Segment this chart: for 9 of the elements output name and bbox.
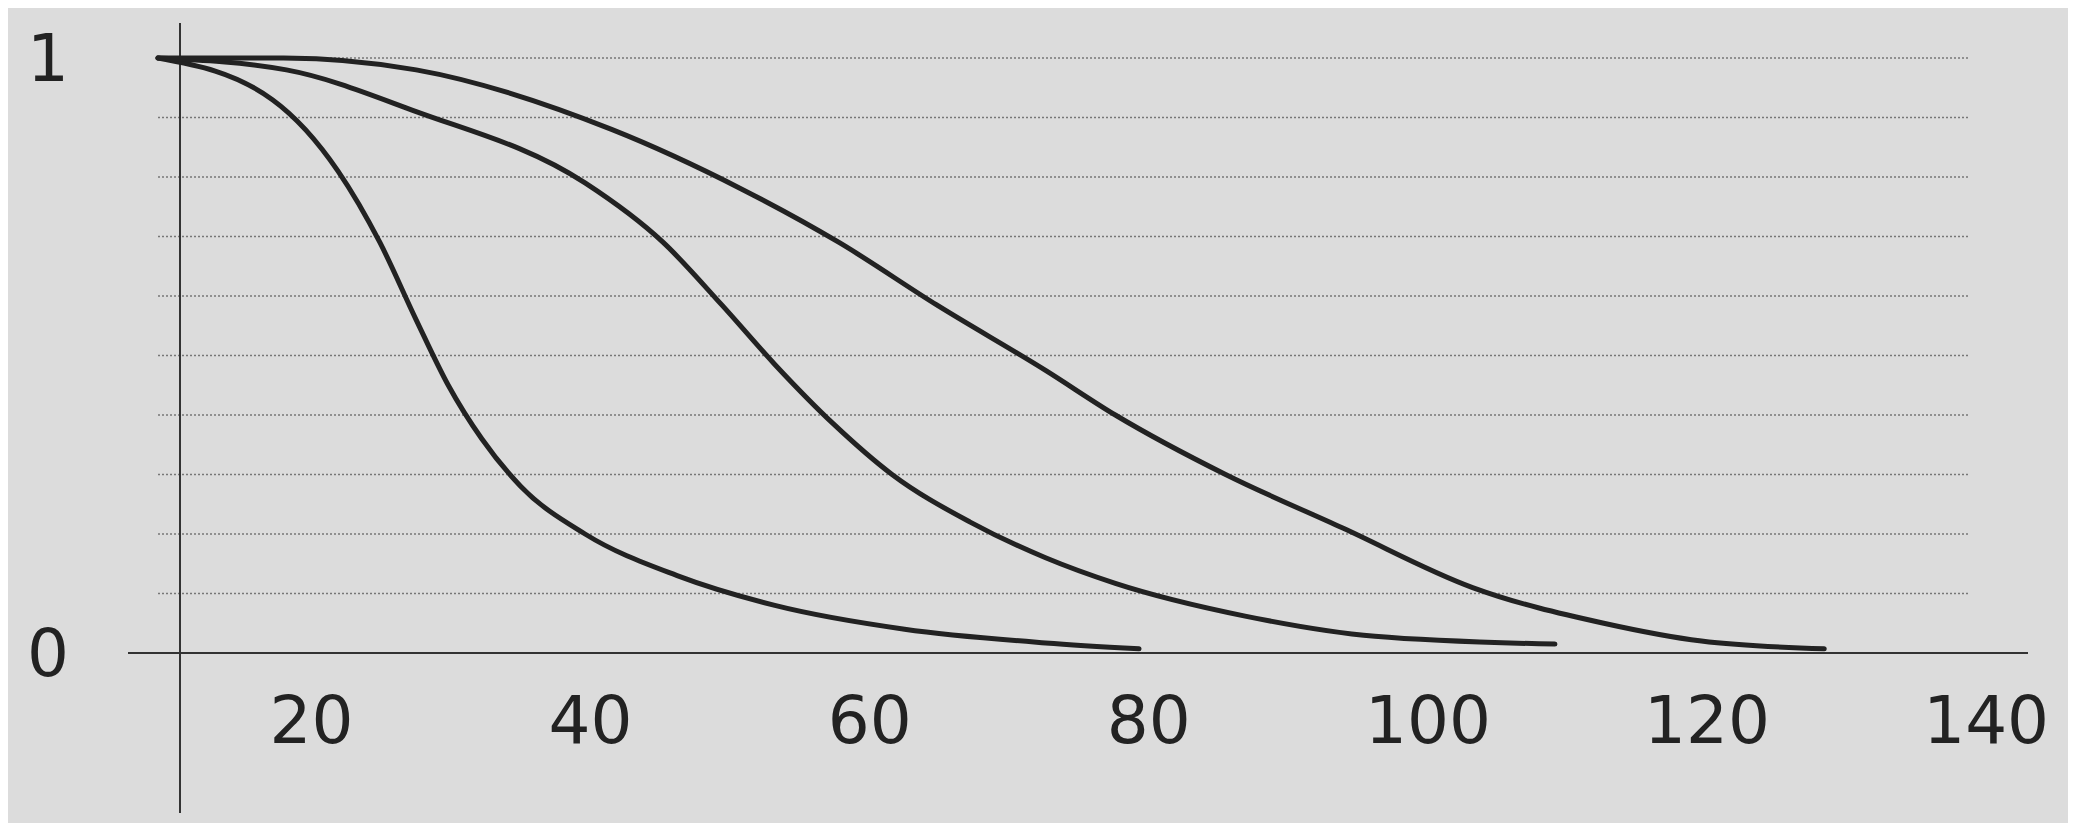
y-tick-label: 0 (27, 615, 69, 693)
x-tick-label: 40 (548, 682, 633, 759)
x-tick-label: 100 (1364, 682, 1491, 759)
x-tick-label: 60 (827, 682, 912, 759)
y-tick-label: 1 (27, 20, 69, 98)
x-tick-label: 80 (1106, 682, 1191, 759)
x-tick-label: 140 (1923, 682, 2050, 759)
x-tick-label: 120 (1644, 682, 1771, 759)
x-tick-label: 20 (269, 682, 354, 759)
